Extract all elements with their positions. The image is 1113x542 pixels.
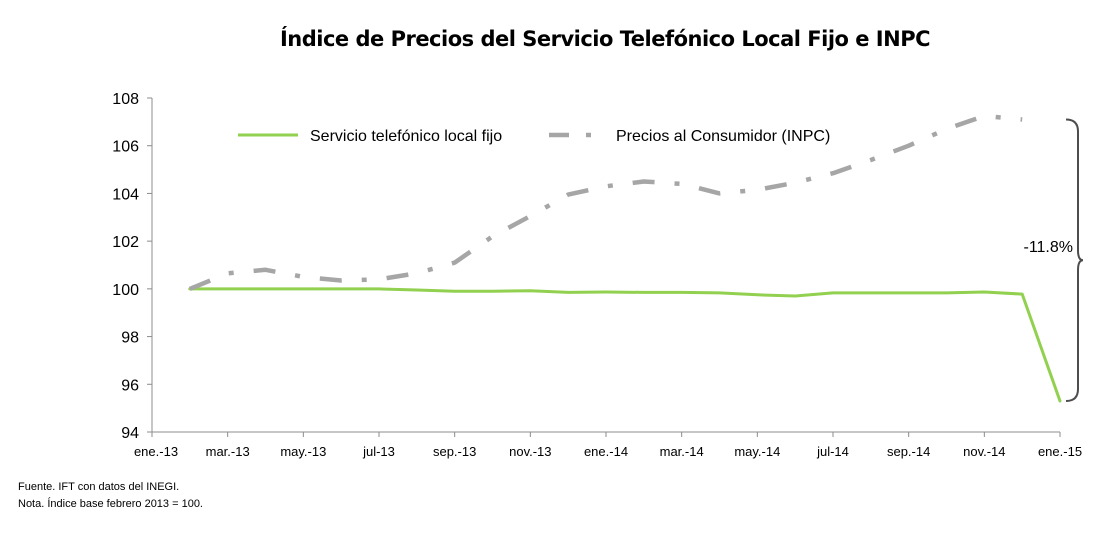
x-tick-label: mar.-14 bbox=[660, 444, 704, 459]
y-tick-label: 108 bbox=[112, 91, 139, 108]
y-tick-label: 98 bbox=[121, 330, 139, 347]
legend-label-inpc: Precios al Consumidor (INPC) bbox=[616, 128, 830, 145]
annotation-label: -11.8% bbox=[1023, 239, 1073, 256]
x-tick-label: may.-13 bbox=[280, 444, 326, 459]
x-tick-label: ene.-14 bbox=[584, 444, 628, 459]
y-tick-label: 94 bbox=[121, 425, 139, 442]
x-tick-label: may.-14 bbox=[734, 444, 780, 459]
x-tick-label: jul-14 bbox=[816, 444, 849, 459]
series-line-servicio-telefonico bbox=[188, 287, 1062, 403]
source-note: Fuente. IFT con datos del INEGI. bbox=[18, 481, 180, 493]
chart-notes: Fuente. IFT con datos del INEGI. Nota. Í… bbox=[18, 479, 203, 513]
x-tick-label: ene.-13 bbox=[134, 444, 178, 459]
y-tick-label: 104 bbox=[112, 186, 139, 203]
y-tick-label: 106 bbox=[112, 139, 139, 156]
y-tick-label: 100 bbox=[112, 282, 139, 299]
series-line-inpc bbox=[188, 113, 1023, 291]
x-tick-label: jul-13 bbox=[362, 444, 395, 459]
x-tick-label: sep.-14 bbox=[887, 444, 930, 459]
y-tick-label: 96 bbox=[121, 377, 139, 394]
legend-label-servicio-telefonico: Servicio telefónico local fijo bbox=[310, 128, 502, 145]
x-tick-label: ene.-15 bbox=[1038, 444, 1082, 459]
chart-title: Índice de Precios del Servicio Telefónic… bbox=[279, 27, 931, 51]
base-note: Nota. Índice base febrero 2013 = 100. bbox=[18, 498, 203, 510]
y-tick-label: 102 bbox=[112, 234, 139, 251]
x-tick-label: nov.-14 bbox=[963, 444, 1005, 459]
x-tick-label: sep.-13 bbox=[433, 444, 476, 459]
x-tick-label: nov.-13 bbox=[509, 444, 551, 459]
annotation-brace bbox=[1065, 118, 1084, 402]
x-tick-label: mar.-13 bbox=[206, 444, 250, 459]
